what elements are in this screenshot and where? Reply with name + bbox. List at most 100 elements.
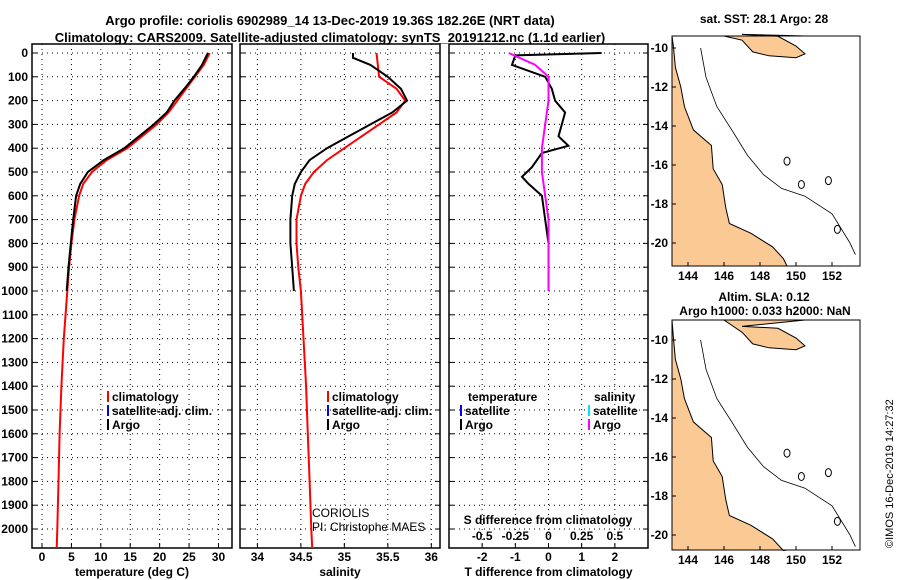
- lat-tick-label: -18: [651, 489, 669, 503]
- x-tick-label: 15: [124, 550, 138, 564]
- lon-tick-label: 144: [678, 553, 698, 567]
- x-tick-label: 10: [94, 550, 108, 564]
- series-line-s-argo: [508, 52, 550, 291]
- x-tick-label: 2: [611, 550, 618, 564]
- depth-tick-label: 1000: [1, 284, 28, 298]
- depth-tick-label: 1900: [1, 498, 28, 512]
- legend-swatch: [327, 405, 329, 416]
- map1-title: sat. SST: 28.1 Argo: 28: [700, 12, 829, 26]
- lat-tick-label: -16: [651, 450, 669, 464]
- depth-tick-label: 0: [21, 46, 28, 60]
- lon-tick-label: 150: [786, 553, 806, 567]
- series-line-argo: [289, 53, 409, 292]
- x-tick-label: 35.5: [376, 550, 400, 564]
- depth-tick-label: 300: [8, 117, 28, 131]
- shelf-contour: [700, 47, 856, 255]
- x-tick-label: 25: [182, 550, 196, 564]
- x-tick-label: -2: [477, 550, 488, 564]
- x-tick-label: 35: [338, 550, 352, 564]
- map2-title-line2: Argo h1000: 0.033 h2000: NaN: [679, 304, 850, 318]
- legend-swatch: [588, 419, 590, 430]
- x2-tick-label: 0.5: [606, 529, 623, 543]
- legend-label: satellite-adj. clim.: [332, 404, 432, 418]
- legend-title-temperature: temperature: [468, 390, 538, 404]
- land-australia: [671, 319, 788, 552]
- depth-tick-label: 100: [8, 70, 28, 84]
- lon-tick-label: 152: [822, 269, 842, 283]
- x-tick-label: 0: [39, 550, 46, 564]
- lon-tick-label: 146: [714, 269, 734, 283]
- lon-tick-label: 144: [678, 269, 698, 283]
- depth-tick-label: 2000: [1, 522, 28, 536]
- depth-tick-label: 1300: [1, 355, 28, 369]
- depth-tick-label: 1500: [1, 403, 28, 417]
- legend-label: satellite: [593, 404, 638, 418]
- x-tick-label: 1: [578, 550, 585, 564]
- depth-tick-label: 1400: [1, 379, 28, 393]
- legend-swatch: [460, 405, 462, 416]
- depth-tick-label: 1200: [1, 332, 28, 346]
- land-png: [723, 33, 806, 59]
- reef-outline: [833, 224, 841, 234]
- x-tick-label: 30: [212, 550, 226, 564]
- lat-tick-label: -18: [651, 197, 669, 211]
- lat-tick-label: -14: [651, 119, 669, 133]
- series-line-climatology: [295, 52, 407, 549]
- lon-tick-label: 148: [750, 269, 770, 283]
- x-tick-label: 0: [545, 550, 552, 564]
- x2-tick-label: 0: [545, 529, 552, 543]
- map2-title-line1: Altim. SLA: 0.12: [718, 290, 810, 304]
- legend-label: Argo: [112, 418, 140, 432]
- reef-outline: [824, 176, 832, 186]
- land-png: [722, 319, 806, 351]
- depth-tick-label: 600: [8, 189, 28, 203]
- reef-outline: [783, 448, 791, 458]
- reef-outline: [797, 472, 805, 481]
- lat-tick-label: -12: [651, 80, 669, 94]
- legend-label: Argo: [593, 418, 621, 432]
- credit-text: ©IMOS 16-Dec-2019 14:27:32: [884, 399, 896, 548]
- x-tick-label: 34.5: [289, 550, 313, 564]
- lat-tick-label: -14: [651, 411, 669, 425]
- depth-tick-label: 200: [8, 94, 28, 108]
- lat-tick-label: -20: [651, 236, 669, 250]
- lat-tick-label: -10: [651, 41, 669, 55]
- plot-frame: [31, 43, 233, 549]
- legend-label: climatology: [332, 390, 399, 404]
- depth-tick-label: 900: [8, 260, 28, 274]
- lat-tick-label: -12: [651, 372, 669, 386]
- title-line1: Argo profile: coriolis 6902989_14 13-Dec…: [105, 13, 554, 28]
- x-axis-label: T difference from climatology: [464, 565, 632, 579]
- depth-tick-label: 1600: [1, 427, 28, 441]
- legend-label: Argo: [465, 418, 493, 432]
- depth-tick-label: 1700: [1, 451, 28, 465]
- legend-swatch: [107, 419, 109, 430]
- land-australia: [671, 35, 788, 267]
- legend-title-salinity: salinity: [594, 390, 636, 404]
- lon-tick-label: 146: [714, 553, 734, 567]
- legend-swatch: [107, 405, 109, 416]
- reef-outline: [833, 516, 841, 526]
- legend-swatch: [588, 405, 590, 416]
- annotation-coriolis: CORIOLIS: [312, 506, 369, 520]
- lon-tick-label: 150: [786, 269, 806, 283]
- depth-tick-label: 700: [8, 213, 28, 227]
- reef-outline: [783, 156, 791, 166]
- depth-tick-label: 1100: [2, 308, 28, 322]
- shelf-contour: [700, 339, 856, 547]
- x-tick-label: -1: [510, 550, 521, 564]
- x2-tick-label: 0.25: [570, 529, 594, 543]
- annotation-pi: PI: Christophe MAES: [312, 520, 425, 534]
- plot-frame: [239, 43, 441, 549]
- legend-label: Argo: [332, 418, 360, 432]
- x2-axis-label: S difference from climatology: [464, 513, 633, 527]
- series-line-argo: [65, 52, 209, 292]
- legend-label: satellite-adj. clim.: [112, 404, 212, 418]
- x-axis-label: salinity: [319, 565, 361, 579]
- legend-swatch: [107, 391, 109, 402]
- series-line-climatology: [55, 52, 211, 549]
- x-tick-label: 36: [425, 550, 439, 564]
- x2-tick-label: -0.5: [472, 529, 493, 543]
- x-tick-label: 5: [68, 550, 75, 564]
